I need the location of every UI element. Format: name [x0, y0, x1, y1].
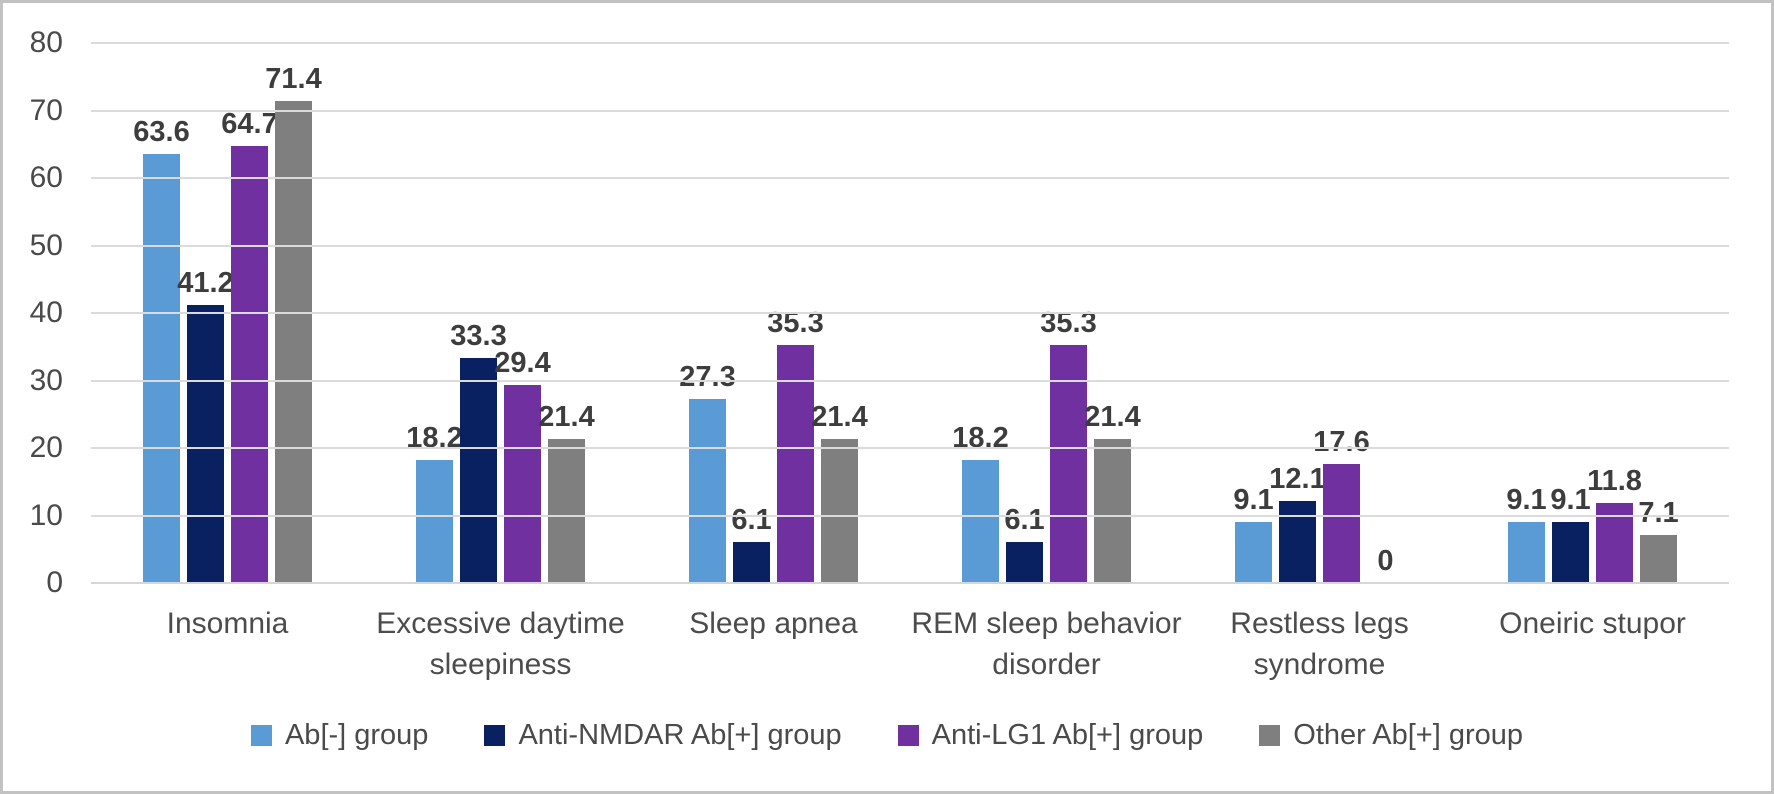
y-axis: 0 10 20 30 40 50 60 70 80	[3, 28, 69, 598]
bar: 6.1	[731, 505, 772, 583]
bar: 35.3	[1040, 308, 1097, 583]
bar-group: 9.1 9.1 11.8 7.1	[1456, 43, 1729, 583]
category-label: REM sleep behavior disorder	[911, 607, 1182, 682]
bar-value-label: 33.3	[450, 320, 507, 353]
legend-swatch	[1259, 725, 1281, 746]
bar-value-label: 41.2	[177, 266, 234, 299]
category-label: Sleep apnea	[689, 607, 858, 640]
bar-value-label: 29.4	[494, 346, 551, 379]
plot-area: 63.6 41.2 64.7 71.4 18.2 33.3 29.4 21.4 27.3 6.1 3…	[91, 42, 1729, 584]
gridline	[91, 379, 1729, 382]
bar-value-label: 27.3	[679, 360, 736, 393]
bar-value-label: 9.1	[1233, 483, 1274, 516]
bar-value-label: 7.1	[1638, 497, 1679, 530]
bar: 41.2	[177, 268, 234, 583]
gridline	[91, 244, 1729, 247]
bar: 18.2	[406, 424, 463, 583]
gridline	[91, 42, 1729, 44]
bar: 9.1	[1550, 485, 1591, 583]
bar: 9.1	[1233, 485, 1274, 583]
legend-item: Anti-LG1 Ab[+] group	[897, 719, 1204, 751]
category-label: Insomnia	[166, 607, 289, 640]
bar-value-label: 0	[1377, 545, 1394, 577]
bar: 17.6	[1313, 428, 1370, 583]
x-axis-category-labels: Insomnia Excessive daytime sleepiness Slee…	[91, 603, 1729, 686]
bar: 64.7	[221, 110, 278, 583]
legend-swatch	[484, 725, 506, 746]
gridline	[91, 109, 1729, 112]
category-label: Excessive daytime sleepiness	[376, 607, 625, 682]
gridline	[91, 312, 1729, 314]
bar: 9.1	[1506, 485, 1547, 583]
legend-label: Anti-LG1 Ab[+] group	[931, 719, 1204, 751]
bar-value-label: 17.6	[1313, 426, 1370, 459]
bar: 7.1	[1638, 499, 1679, 583]
bar: 63.6	[133, 117, 190, 583]
y-axis-tick-label: 50	[29, 228, 63, 262]
gridline	[91, 582, 1729, 584]
legend-item: Ab[-] group	[250, 719, 429, 751]
bar-value-label: 21.4	[538, 400, 595, 433]
bar: 6.1	[1004, 505, 1045, 583]
category-cell: Oneiric stupor	[1456, 603, 1729, 686]
legend-label: Anti-NMDAR Ab[+] group	[518, 719, 842, 751]
legend-label: Ab[-] group	[284, 719, 429, 751]
y-axis-tick-label: 40	[29, 296, 63, 329]
bar-value-label: 21.4	[1084, 400, 1141, 433]
bar: 21.4	[811, 402, 868, 583]
bar: 21.4	[538, 402, 595, 583]
bar: 29.4	[494, 348, 551, 583]
legend-label: Other Ab[+] group	[1293, 719, 1524, 751]
y-axis-tick-label: 20	[29, 431, 63, 464]
category-label: Oneiric stupor	[1499, 607, 1686, 640]
y-axis-tick-label: 30	[29, 363, 63, 397]
category-label: Restless legs syndrome	[1230, 607, 1409, 682]
bar-value-label: 11.8	[1587, 465, 1642, 498]
y-axis-tick-label: 0	[46, 566, 63, 599]
legend-swatch	[897, 725, 919, 746]
bar-value-label: 6.1	[1004, 503, 1045, 536]
legend: Ab[-] group Anti-NMDAR Ab[+] group Anti-LG…	[3, 721, 1771, 750]
bar: 33.3	[450, 322, 507, 583]
bar: 27.3	[679, 362, 736, 583]
category-cell: Sleep apnea	[637, 603, 910, 686]
bar-group: 27.3 6.1 35.3 21.4	[637, 43, 910, 583]
bar-value-label: 9.1	[1506, 483, 1547, 516]
bar-group: 63.6 41.2 64.7 71.4	[91, 43, 364, 583]
gridline	[91, 177, 1729, 179]
y-axis-tick-label: 70	[29, 93, 63, 127]
bar: 71.4	[265, 65, 322, 583]
bar: 18.2	[952, 424, 1009, 583]
bar-value-label: 21.4	[811, 400, 868, 433]
legend-swatch	[250, 725, 272, 746]
y-axis-tick-label: 60	[29, 161, 63, 194]
bar-value-label: 71.4	[265, 63, 322, 96]
category-cell: Restless legs syndrome	[1183, 603, 1456, 686]
bar-value-label: 6.1	[731, 503, 772, 536]
gridline	[91, 447, 1729, 449]
y-axis-tick-label: 10	[29, 498, 63, 532]
category-cell: Excessive daytime sleepiness	[364, 603, 637, 686]
bar-value-label: 12.1	[1269, 463, 1326, 496]
bar-value-label: 64.7	[221, 108, 278, 141]
category-cell: Insomnia	[91, 603, 364, 686]
legend-item: Other Ab[+] group	[1259, 721, 1523, 750]
bar-value-label: 9.1	[1550, 483, 1591, 516]
bar: 11.8	[1587, 467, 1642, 583]
bar: 21.4	[1084, 402, 1141, 583]
category-cell: REM sleep behavior disorder	[910, 603, 1183, 686]
bar-value-label: 63.6	[133, 115, 190, 148]
bar-groups: 63.6 41.2 64.7 71.4 18.2 33.3 29.4 21.4 27.3 6.1 3…	[91, 43, 1729, 583]
legend-item: Anti-NMDAR Ab[+] group	[484, 719, 842, 751]
gridline	[91, 514, 1729, 517]
y-axis-tick-label: 80	[29, 26, 63, 59]
